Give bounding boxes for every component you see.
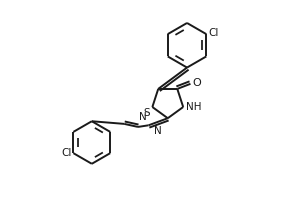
Text: O: O — [193, 78, 201, 88]
Text: NH: NH — [186, 102, 201, 112]
Text: Cl: Cl — [209, 28, 219, 38]
Text: N: N — [139, 112, 147, 122]
Text: Cl: Cl — [61, 148, 71, 158]
Text: S: S — [144, 108, 150, 118]
Text: N: N — [154, 126, 162, 136]
